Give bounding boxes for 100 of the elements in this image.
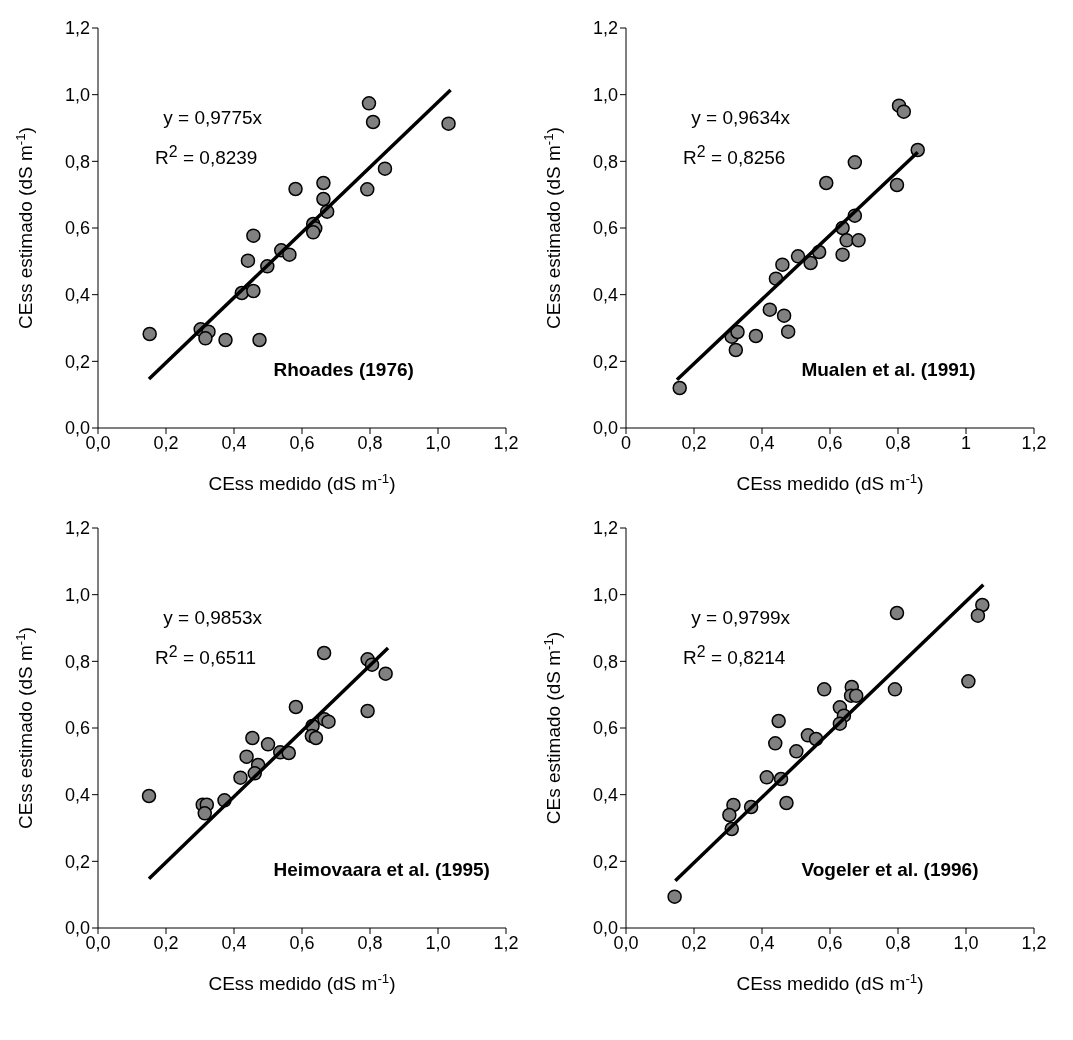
point — [361, 96, 377, 111]
y-tick-label: 0,8 — [64, 651, 90, 672]
point — [142, 326, 157, 342]
x-tick-label: 1,2 — [493, 432, 519, 453]
y-tick-label: 0,6 — [64, 718, 90, 739]
point — [288, 181, 303, 197]
point — [282, 247, 297, 262]
y-tick-label: 0,6 — [592, 718, 618, 739]
point — [365, 114, 381, 130]
x-tick-label: 1,2 — [1021, 432, 1047, 453]
point — [218, 332, 233, 348]
x-axis-title: CEss medido (dS m$^{-1}$) — [736, 470, 924, 494]
y-tick-label: 0,4 — [64, 285, 90, 306]
x-tick-label: 1 — [960, 432, 972, 453]
x-axis-title: CEss medido (dS m$^{-1}$) — [208, 970, 396, 994]
point — [775, 257, 790, 272]
x-tick-label: 0,2 — [681, 932, 707, 953]
annotation: R$^{2}$ = 0,8239 — [155, 143, 258, 169]
point — [360, 703, 375, 719]
annotation: Mualen et al. (1991) — [801, 359, 976, 380]
point — [239, 749, 254, 764]
point — [848, 688, 864, 703]
x-tick-label: 0,4 — [221, 932, 247, 953]
point — [816, 682, 832, 697]
point — [281, 745, 296, 761]
annotation: Heimovaara et al. (1995) — [273, 859, 490, 880]
annotation: R$^{2}$ = 0,8214 — [683, 643, 786, 669]
point — [730, 324, 745, 340]
point — [835, 247, 850, 262]
point — [305, 225, 321, 240]
x-tick-label: 1,2 — [493, 932, 519, 953]
point — [378, 666, 393, 681]
point — [260, 737, 276, 752]
y-tick-label: 1,0 — [64, 85, 90, 106]
x-tick-label: 0,6 — [817, 432, 843, 453]
y-tick-label: 1,0 — [64, 585, 90, 606]
y-tick-label: 0,8 — [64, 151, 90, 172]
y-tick-label: 1,0 — [592, 585, 618, 606]
point — [803, 255, 818, 271]
y-tick-label: 0,6 — [592, 218, 618, 239]
point — [240, 253, 256, 268]
y-tick-label: 0,0 — [592, 418, 618, 439]
point — [197, 806, 213, 821]
point — [252, 332, 267, 348]
point — [768, 736, 783, 751]
x-tick-label: 1,0 — [953, 932, 979, 953]
point — [198, 331, 213, 346]
point — [771, 713, 786, 729]
point — [961, 674, 976, 689]
y-tick-label: 0,2 — [64, 351, 90, 372]
y-tick-label: 0,4 — [592, 285, 618, 306]
point — [308, 730, 324, 746]
point — [722, 807, 737, 823]
point — [728, 342, 744, 358]
x-tick-label: 0,6 — [289, 432, 315, 453]
y-tick-label: 0,2 — [592, 351, 618, 372]
y-tick-label: 0,8 — [592, 651, 618, 672]
point — [441, 116, 456, 131]
x-axis-title: CEss medido (dS m$^{-1}$) — [208, 470, 396, 494]
x-tick-label: 0,6 — [289, 932, 315, 953]
x-tick-label: 0,8 — [357, 432, 383, 453]
y-tick-label: 0,8 — [592, 151, 618, 172]
point — [360, 182, 375, 197]
annotation: y = 0,9853x — [163, 607, 263, 628]
point — [851, 233, 866, 248]
point — [141, 788, 157, 804]
x-tick-label: 0,8 — [357, 932, 383, 953]
point — [246, 228, 261, 243]
point — [776, 308, 792, 323]
point — [780, 324, 796, 339]
annotation: y = 0,9775x — [163, 107, 263, 128]
point — [316, 645, 332, 661]
annotation: y = 0,9634x — [691, 107, 791, 128]
y-tick-label: 0,2 — [592, 851, 618, 872]
point — [790, 249, 806, 264]
y-tick-label: 0,4 — [64, 785, 90, 806]
x-tick-label: 0,4 — [749, 432, 775, 453]
point — [896, 104, 912, 119]
x-tick-label: 0,8 — [885, 432, 911, 453]
annotation: Vogeler et al. (1996) — [801, 859, 979, 880]
y-tick-label: 0,4 — [592, 785, 618, 806]
point — [246, 283, 261, 299]
x-tick-label: 0,6 — [817, 932, 843, 953]
x-tick-label: 0,4 — [221, 432, 247, 453]
y-tick-label: 0,2 — [64, 851, 90, 872]
point — [762, 302, 778, 317]
x-tick-label: 1,0 — [425, 932, 451, 953]
point — [819, 175, 834, 191]
annotation: Rhoades (1976) — [273, 359, 414, 380]
x-tick-label: 0,2 — [153, 932, 179, 953]
point — [667, 889, 682, 904]
point — [233, 770, 248, 785]
x-axis-title: CEss medido (dS m$^{-1}$) — [736, 970, 924, 994]
y-tick-label: 1,0 — [592, 85, 618, 106]
point — [789, 744, 804, 759]
point — [889, 605, 905, 621]
x-tick-label: 0 — [620, 432, 632, 453]
y-tick-label: 1,2 — [64, 518, 90, 539]
point — [748, 328, 764, 344]
y-tick-label: 1,2 — [592, 518, 618, 539]
